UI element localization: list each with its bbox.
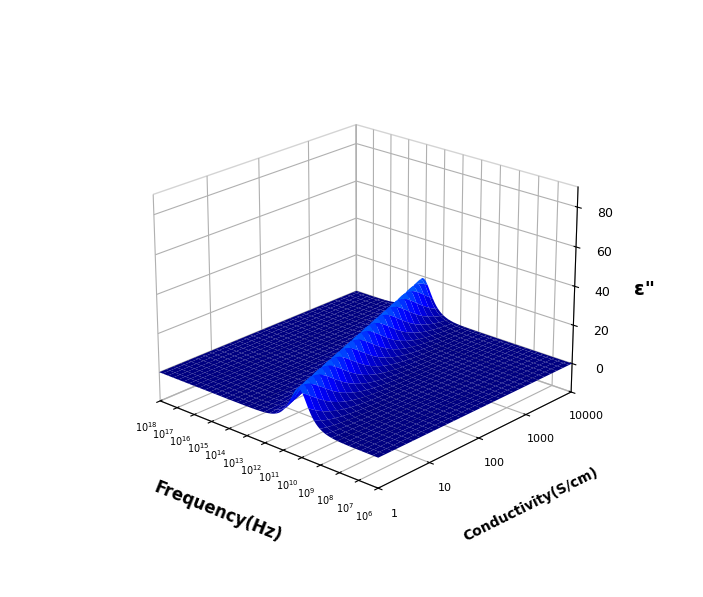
X-axis label: Frequency(Hz): Frequency(Hz)	[151, 478, 284, 546]
Y-axis label: Conductivity(S/cm): Conductivity(S/cm)	[461, 465, 600, 544]
